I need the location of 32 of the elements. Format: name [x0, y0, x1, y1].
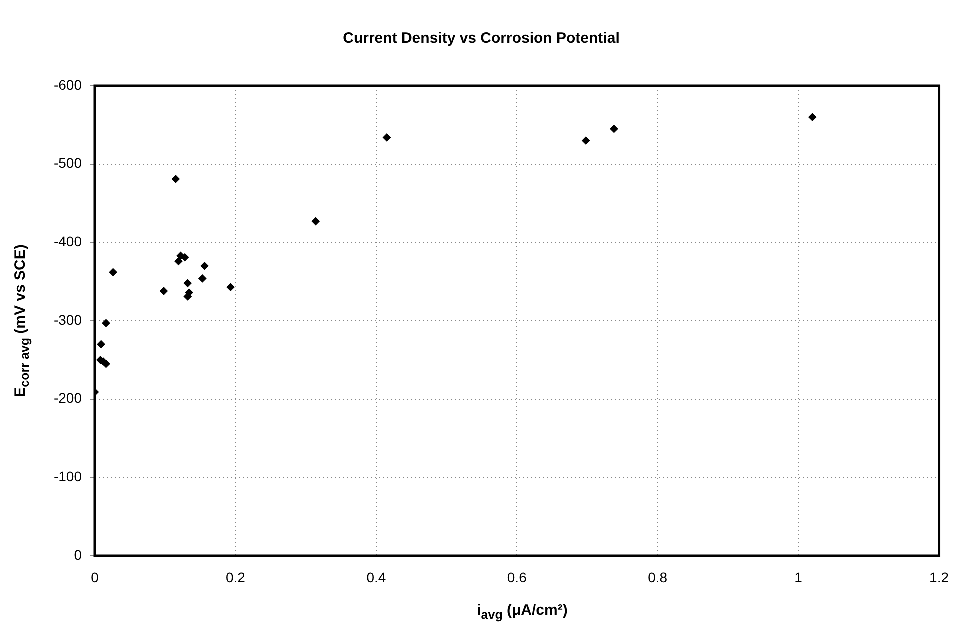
point	[109, 268, 118, 276]
point	[582, 136, 590, 145]
y-tick-label: -200	[54, 390, 82, 406]
x-tick-label: 1	[794, 569, 803, 586]
point	[808, 113, 817, 122]
point	[102, 319, 110, 328]
point	[181, 254, 190, 262]
y-tick-label: 0	[74, 546, 82, 563]
chart-title: Current Density vs Corrosion Potential	[342, 30, 621, 47]
point	[174, 257, 183, 266]
point	[160, 287, 168, 296]
point	[200, 262, 209, 270]
x-tick-label: 0.2	[226, 569, 246, 586]
y-tick-label: -400	[54, 234, 82, 250]
y-tick-label: -600	[54, 76, 82, 93]
y-tick-label: -500	[54, 155, 82, 172]
point	[382, 134, 391, 142]
point	[610, 125, 618, 134]
point	[198, 274, 207, 283]
point	[172, 175, 180, 184]
point	[312, 218, 320, 226]
x-tick-label: 0.8	[648, 569, 668, 586]
point	[97, 340, 106, 348]
point	[184, 279, 192, 288]
x-axis-title: i$_{avg}$ (μA/cm²)	[476, 602, 569, 622]
point	[226, 283, 235, 292]
x-tick-label: 0	[91, 569, 100, 586]
x-tick-label: 0.6	[507, 569, 528, 586]
y-tick-label: -300	[54, 312, 82, 328]
y-tick-label: -100	[54, 468, 82, 485]
x-tick-label: 0.4	[366, 569, 386, 586]
x-tick-label: 1.2	[930, 569, 950, 586]
